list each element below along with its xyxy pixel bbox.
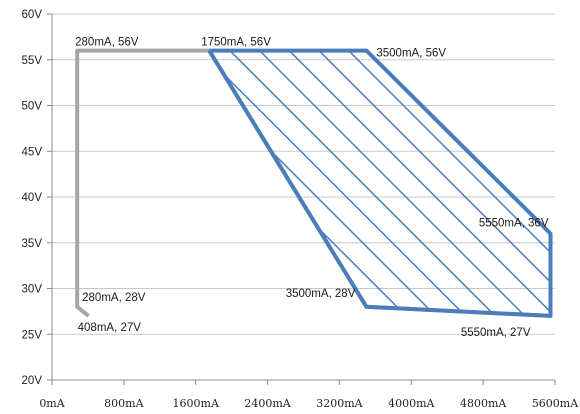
point-label: 5550mA, 27V xyxy=(461,327,531,339)
y-tick-label: 45V xyxy=(22,146,43,158)
x-tick-label: 0mA xyxy=(39,397,65,410)
y-tick-label: 25V xyxy=(22,329,43,341)
x-tick-label: 4800mA xyxy=(460,397,507,410)
y-tick-label: 55V xyxy=(22,55,43,67)
x-tick-label: 4000mA xyxy=(388,397,435,410)
labels: 280mA, 56V 1750mA, 56V 3500mA, 56V 5550mA, … xyxy=(75,37,549,339)
series-layer xyxy=(75,48,553,318)
y-tick-label: 20V xyxy=(22,375,43,387)
x-tick-label: 2400mA xyxy=(244,397,291,410)
y-tick-label: 50V xyxy=(22,101,43,113)
point-label: 408mA, 27V xyxy=(78,322,142,334)
y-tick-label: 60V xyxy=(22,9,43,21)
series-1-hatch-fill xyxy=(209,50,551,316)
point-label: 280mA, 28V xyxy=(82,292,146,304)
x-tick-label: 3200mA xyxy=(316,397,363,410)
point-label: 1750mA, 56V xyxy=(201,37,271,49)
point-label: 3500mA, 56V xyxy=(376,48,446,60)
point-label: 5550mA, 36V xyxy=(479,218,549,230)
x-tick-label: 800mA xyxy=(104,397,144,410)
y-tick-label: 40V xyxy=(22,192,43,204)
x-tick-label: 1600mA xyxy=(173,397,220,410)
axes: 20V 25V 30V 35V 40V 45V 50V 55V 60V 0mA 800mA 1600m… xyxy=(22,9,580,410)
point-label: 280mA, 56V xyxy=(75,37,139,49)
y-tick-label: 35V xyxy=(22,238,43,250)
x-tick-label: 5600mA xyxy=(532,397,579,410)
point-label: 3500mA, 28V xyxy=(286,288,356,300)
series-1-outline xyxy=(207,48,553,318)
y-tick-label: 30V xyxy=(22,284,43,296)
